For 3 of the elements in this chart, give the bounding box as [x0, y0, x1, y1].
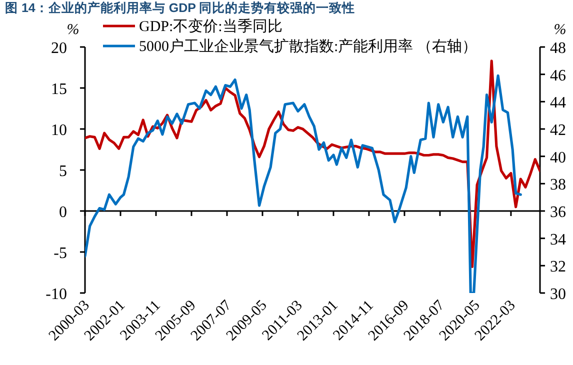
title: 图 14：企业的产能利用率与 GDP 同比的走势有较强的一致性: [5, 1, 356, 15]
ylabel: %: [66, 22, 80, 38]
y2label: %: [554, 22, 566, 38]
